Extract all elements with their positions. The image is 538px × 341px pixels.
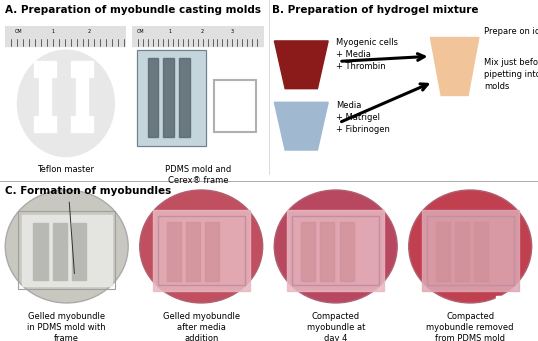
Bar	[496, 296, 519, 299]
Bar	[72, 223, 86, 280]
Bar	[455, 222, 469, 281]
Bar	[34, 61, 56, 77]
Text: 1: 1	[52, 29, 54, 34]
Bar	[474, 222, 488, 281]
Bar	[186, 222, 200, 281]
Ellipse shape	[274, 190, 397, 303]
Ellipse shape	[17, 50, 115, 157]
Text: Media
+ Matrigel
+ Fibrinogen: Media + Matrigel + Fibrinogen	[336, 101, 390, 134]
Text: B. Preparation of hydrogel mixture: B. Preparation of hydrogel mixture	[272, 5, 478, 15]
Bar	[71, 61, 93, 77]
Bar	[214, 80, 256, 132]
Text: 2: 2	[200, 29, 203, 34]
Ellipse shape	[409, 190, 532, 303]
Text: CM: CM	[15, 29, 23, 34]
Bar	[5, 26, 126, 46]
Bar	[34, 116, 56, 132]
Text: Myogenic cells
+ Media
+ Thrombin: Myogenic cells + Media + Thrombin	[336, 38, 398, 71]
Text: Teflon master: Teflon master	[37, 165, 94, 174]
Ellipse shape	[140, 190, 263, 303]
Bar	[179, 58, 190, 137]
Text: A. Preparation of myobundle casting molds: A. Preparation of myobundle casting mold…	[5, 5, 261, 15]
Bar	[147, 58, 158, 137]
Text: 1: 1	[169, 29, 172, 34]
Polygon shape	[274, 102, 328, 150]
Bar	[22, 214, 111, 286]
Bar	[422, 210, 519, 291]
Text: 2: 2	[88, 29, 91, 34]
Polygon shape	[430, 38, 479, 95]
Bar	[287, 210, 384, 291]
Bar	[205, 222, 219, 281]
Bar	[75, 75, 88, 116]
Bar	[71, 116, 93, 132]
Bar	[436, 222, 450, 281]
Text: Gelled myobundle
in PDMS mold with
frame: Gelled myobundle in PDMS mold with frame	[27, 312, 106, 341]
Bar	[153, 210, 250, 291]
Text: PDMS mold and
Cerex® frame: PDMS mold and Cerex® frame	[165, 165, 231, 185]
Text: Mix just before
pipetting into
molds: Mix just before pipetting into molds	[484, 58, 538, 91]
Bar	[320, 222, 335, 281]
Bar	[339, 222, 353, 281]
Text: Compacted
myobundle at
day 4: Compacted myobundle at day 4	[307, 312, 365, 341]
Bar	[132, 26, 264, 46]
Bar	[39, 75, 52, 116]
Bar	[18, 211, 115, 290]
Bar	[158, 216, 245, 284]
Bar	[292, 216, 379, 284]
Text: C. Formation of myobundles: C. Formation of myobundles	[5, 186, 172, 196]
Text: Compacted
myobundle removed
from PDMS mold: Compacted myobundle removed from PDMS mo…	[427, 312, 514, 341]
Text: CM: CM	[137, 29, 145, 34]
Polygon shape	[274, 41, 328, 89]
Bar	[53, 223, 67, 280]
Bar	[33, 223, 47, 280]
Bar	[137, 50, 206, 146]
Text: Prepare on ice: Prepare on ice	[484, 27, 538, 36]
Bar	[427, 216, 514, 284]
Bar	[301, 222, 315, 281]
Text: 3: 3	[231, 29, 234, 34]
Text: Gelled myobundle
after media
addition: Gelled myobundle after media addition	[162, 312, 240, 341]
Bar	[167, 222, 181, 281]
Bar	[164, 58, 174, 137]
Ellipse shape	[5, 190, 128, 303]
Bar	[137, 50, 206, 146]
